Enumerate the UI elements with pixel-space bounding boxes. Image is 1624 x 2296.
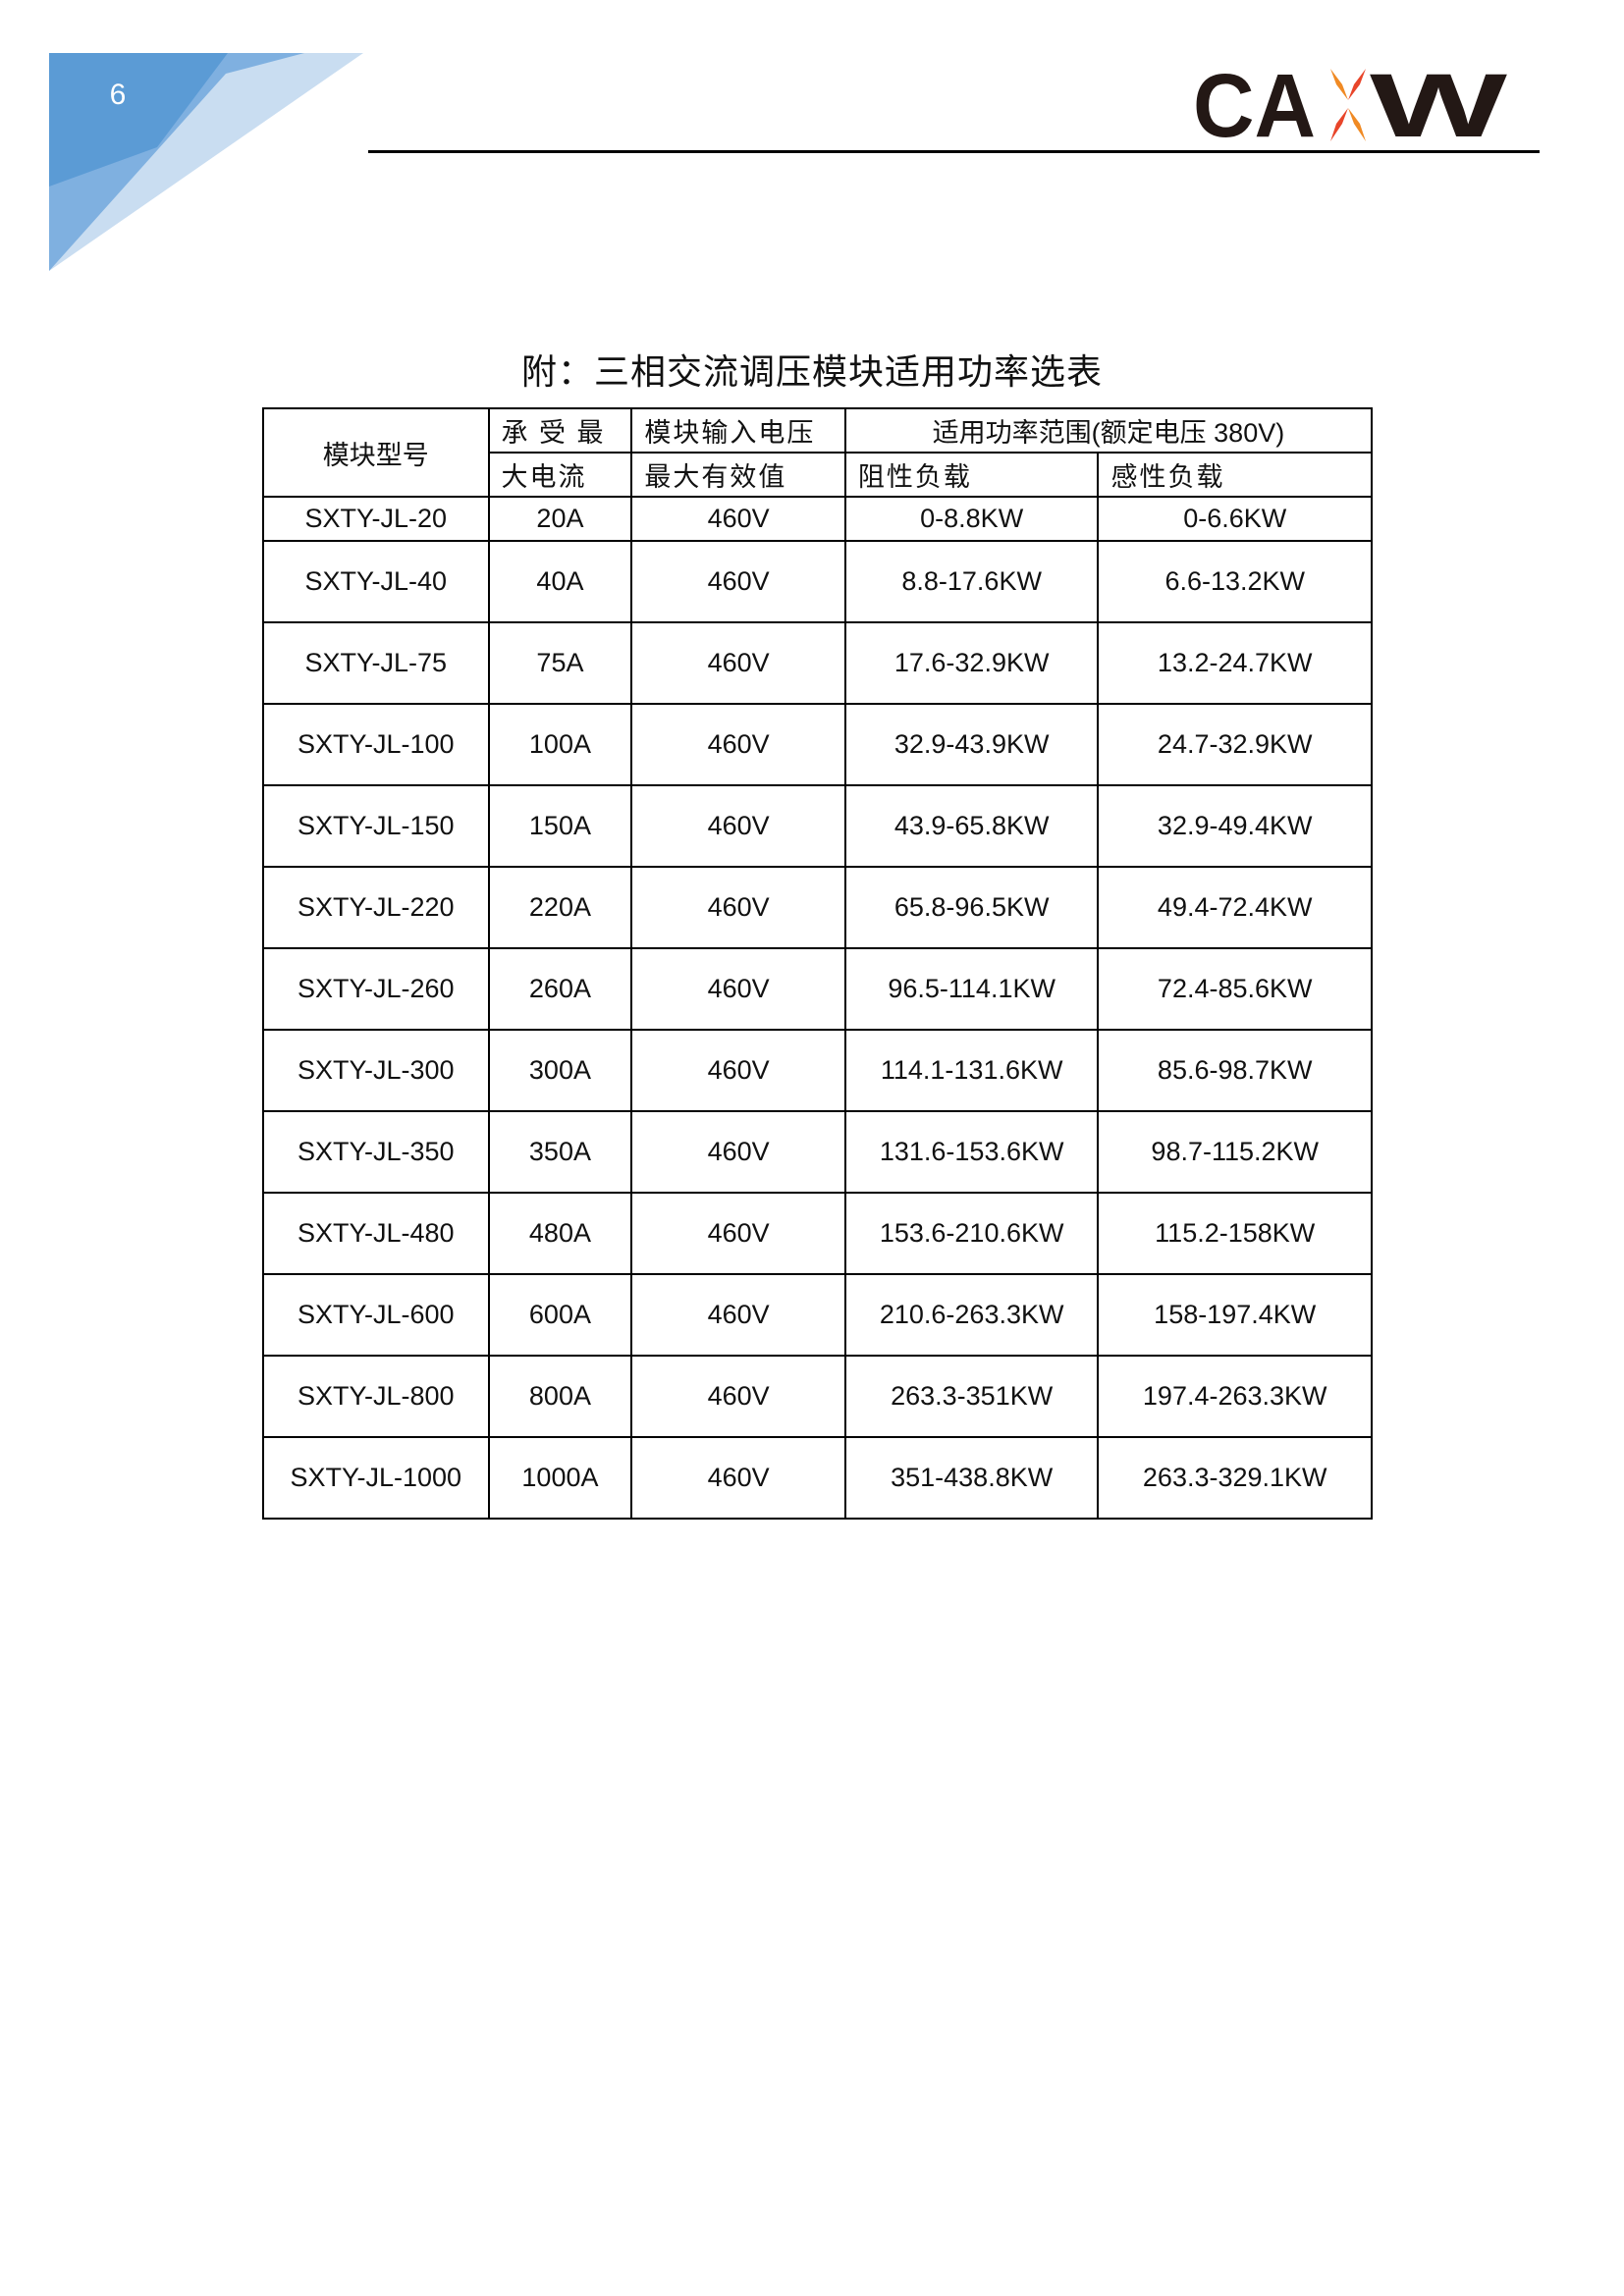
cell-max-input-voltage: 460V (630, 784, 846, 868)
cell-inductive-load-power: 72.4-85.6KW (1097, 947, 1373, 1031)
cell-resistive-load-power: 153.6-210.6KW (843, 1192, 1100, 1275)
cell-resistive-load-power: 351-438.8KW (843, 1436, 1100, 1520)
cell-model: SXTY-JL-600 (262, 1273, 490, 1357)
cell-max-current: 1000A (487, 1436, 633, 1520)
cell-model: SXTY-JL-150 (262, 784, 490, 868)
cell-model: SXTY-JL-20 (262, 496, 490, 542)
cell-max-input-voltage: 460V (630, 621, 846, 705)
cell-resistive-load-power: 32.9-43.9KW (843, 703, 1100, 786)
cell-max-input-voltage: 460V (630, 947, 846, 1031)
header-resistive: 阻性负载 (843, 452, 1100, 498)
cell-model: SXTY-JL-1000 (262, 1436, 490, 1520)
cell-max-current: 75A (487, 621, 633, 705)
cell-max-current: 150A (487, 784, 633, 868)
header-voltage-line2: 最大有效值 (630, 452, 846, 498)
cell-resistive-load-power: 96.5-114.1KW (843, 947, 1100, 1031)
header-model: 模块型号 (262, 407, 490, 498)
cell-resistive-load-power: 210.6-263.3KW (843, 1273, 1100, 1357)
cell-model: SXTY-JL-40 (262, 540, 490, 623)
header-power-range: 适用功率范围(额定电压 380V) (843, 407, 1374, 454)
cell-inductive-load-power: 24.7-32.9KW (1097, 703, 1373, 786)
cell-model: SXTY-JL-100 (262, 703, 490, 786)
header-current-line1: 承 受 最 (487, 407, 633, 454)
header-inductive: 感性负载 (1097, 452, 1373, 498)
table-row: SXTY-JL-300 300A 460V 114.1-131.6KW 85.6-98.… (262, 1029, 1373, 1112)
cell-max-input-voltage: 460V (630, 540, 846, 623)
cell-inductive-load-power: 13.2-24.7KW (1097, 621, 1373, 705)
cell-resistive-load-power: 8.8-17.6KW (843, 540, 1100, 623)
table-row: SXTY-JL-40 40A 460V 8.8-17.6KW 6.6-13.2KW (262, 540, 1373, 623)
table-row: SXTY-JL-600 600A 460V 210.6-263.3KW 158-197.… (262, 1273, 1373, 1357)
table-row: SXTY-JL-220 220A 460V 65.8-96.5KW 49.4-72.4K… (262, 866, 1373, 949)
header-current-line2: 大电流 (487, 452, 633, 498)
table-row: SXTY-JL-1000 1000A 460V 351-438.8KW 263.3-32… (262, 1436, 1373, 1520)
cell-max-current: 20A (487, 496, 633, 542)
cell-max-current: 600A (487, 1273, 633, 1357)
cell-inductive-load-power: 32.9-49.4KW (1097, 784, 1373, 868)
table-header-row: 模块型号 承 受 最 模块输入电压 适用功率范围(额定电压 380V) (262, 407, 1374, 498)
cell-model: SXTY-JL-800 (262, 1355, 490, 1438)
cell-resistive-load-power: 17.6-32.9KW (843, 621, 1100, 705)
cell-max-current: 300A (487, 1029, 633, 1112)
cell-model: SXTY-JL-480 (262, 1192, 490, 1275)
svg-text:CA: CA (1193, 61, 1316, 144)
cell-resistive-load-power: 43.9-65.8KW (843, 784, 1100, 868)
table-row: SXTY-JL-800 800A 460V 263.3-351KW 197.4-263.… (262, 1355, 1373, 1438)
caxw-logo: CA W (1193, 61, 1507, 144)
table-row: SXTY-JL-480 480A 460V 153.6-210.6KW 115.2-15… (262, 1192, 1373, 1275)
cell-max-input-voltage: 460V (630, 866, 846, 949)
page-title: 附：三相交流调压模块适用功率选表 (520, 351, 1103, 392)
cell-inductive-load-power: 0-6.6KW (1097, 496, 1373, 542)
cell-max-input-voltage: 460V (630, 1355, 846, 1438)
cell-inductive-load-power: 6.6-13.2KW (1097, 540, 1373, 623)
cell-max-current: 220A (487, 866, 633, 949)
cell-max-current: 350A (487, 1110, 633, 1194)
table-subheader-row: 大电流 最大有效值 阻性负载 感性负载 (263, 452, 1373, 498)
cell-max-current: 260A (487, 947, 633, 1031)
cell-model: SXTY-JL-260 (262, 947, 490, 1031)
cell-max-current: 480A (487, 1192, 633, 1275)
header-voltage-line1: 模块输入电压 (630, 407, 846, 454)
table-row: SXTY-JL-350 350A 460V 131.6-153.6KW 98.7-115… (262, 1110, 1373, 1194)
cell-model: SXTY-JL-75 (262, 621, 490, 705)
cell-model: SXTY-JL-220 (262, 866, 490, 949)
power-selection-table: 模块型号 承 受 最 模块输入电压 适用功率范围(额定电压 380V) 大电流 … (262, 407, 1374, 1520)
cell-max-input-voltage: 460V (630, 703, 846, 786)
cell-max-input-voltage: 460V (630, 496, 846, 542)
cell-inductive-load-power: 98.7-115.2KW (1097, 1110, 1373, 1194)
cell-resistive-load-power: 131.6-153.6KW (843, 1110, 1100, 1194)
cell-inductive-load-power: 197.4-263.3KW (1097, 1355, 1373, 1438)
page-number: 6 (109, 79, 127, 111)
cell-max-current: 40A (487, 540, 633, 623)
table-row: SXTY-JL-150 150A 460V 43.9-65.8KW 32.9-49.4K… (262, 784, 1373, 868)
header-rule (368, 150, 1540, 153)
table-row: SXTY-JL-260 260A 460V 96.5-114.1KW 72.4-85.6… (262, 947, 1373, 1031)
corner-decoration (49, 53, 363, 271)
cell-max-input-voltage: 460V (630, 1273, 846, 1357)
table-row: SXTY-JL-20 20A 460V 0-8.8KW 0-6.6KW (262, 496, 1373, 542)
cell-model: SXTY-JL-350 (262, 1110, 490, 1194)
svg-text:W: W (1370, 61, 1507, 144)
cell-resistive-load-power: 263.3-351KW (843, 1355, 1100, 1438)
cell-inductive-load-power: 85.6-98.7KW (1097, 1029, 1373, 1112)
cell-max-current: 800A (487, 1355, 633, 1438)
cell-resistive-load-power: 114.1-131.6KW (843, 1029, 1100, 1112)
cell-inductive-load-power: 158-197.4KW (1097, 1273, 1373, 1357)
cell-inductive-load-power: 263.3-329.1KW (1097, 1436, 1373, 1520)
cell-resistive-load-power: 0-8.8KW (843, 496, 1100, 542)
table-row: SXTY-JL-75 75A 460V 17.6-32.9KW 13.2-24.7KW (262, 621, 1373, 705)
cell-inductive-load-power: 49.4-72.4KW (1097, 866, 1373, 949)
cell-model: SXTY-JL-300 (262, 1029, 490, 1112)
cell-max-input-voltage: 460V (630, 1192, 846, 1275)
cell-max-current: 100A (487, 703, 633, 786)
cell-resistive-load-power: 65.8-96.5KW (843, 866, 1100, 949)
cell-inductive-load-power: 115.2-158KW (1097, 1192, 1373, 1275)
table-row: SXTY-JL-100 100A 460V 32.9-43.9KW 24.7-32.9K… (262, 703, 1373, 786)
cell-max-input-voltage: 460V (630, 1029, 846, 1112)
cell-max-input-voltage: 460V (630, 1436, 846, 1520)
cell-max-input-voltage: 460V (630, 1110, 846, 1194)
